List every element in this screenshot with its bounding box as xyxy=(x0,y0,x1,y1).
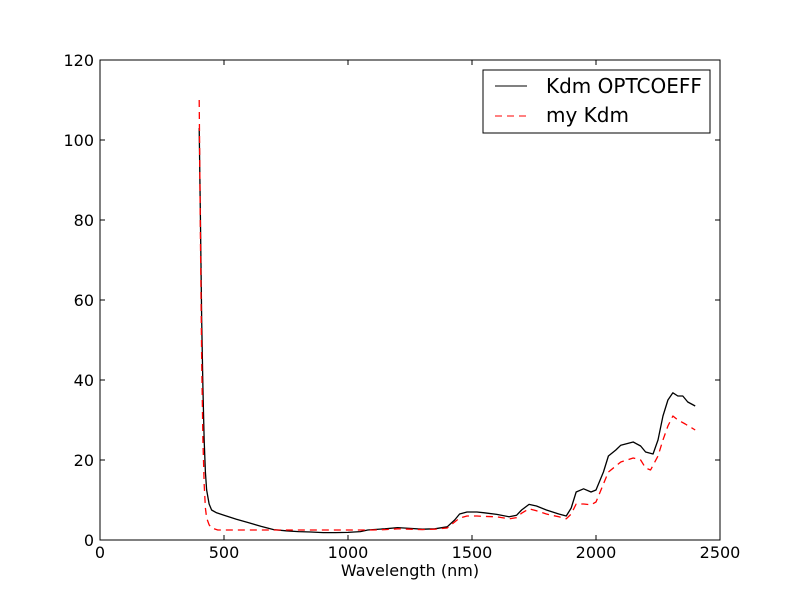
x-tick-label: 1000 xyxy=(328,543,369,562)
x-tick-label: 2000 xyxy=(576,543,617,562)
y-tick-label: 40 xyxy=(74,371,94,390)
legend: Kdm OPTCOEFF my Kdm xyxy=(482,69,711,134)
x-tick-label: 2500 xyxy=(700,543,741,562)
y-tick-label: 100 xyxy=(63,131,94,150)
series-line-my-kdm xyxy=(198,99,696,531)
x-tick-label: 500 xyxy=(209,543,240,562)
x-tick-label: 0 xyxy=(95,543,105,562)
y-tick-label: 60 xyxy=(74,291,94,310)
y-tick-label: 120 xyxy=(63,51,94,70)
y-tick-label: 0 xyxy=(84,531,94,550)
x-tick-label: 1500 xyxy=(452,543,493,562)
x-axis-label: Wavelength (nm) xyxy=(341,561,479,580)
legend-label-my-kdm: my Kdm xyxy=(546,103,629,127)
series-line-kdm-optcoeff xyxy=(198,127,696,534)
legend-label-kdm-optcoeff: Kdm OPTCOEFF xyxy=(546,74,702,98)
y-tick-label: 20 xyxy=(74,451,94,470)
legend-box xyxy=(482,69,711,134)
axes: 0 500 1000 1500 2000 2500 0 20 40 60 80 100 120 xyxy=(63,51,740,562)
plot-area xyxy=(198,99,696,534)
y-tick-label: 80 xyxy=(74,211,94,230)
